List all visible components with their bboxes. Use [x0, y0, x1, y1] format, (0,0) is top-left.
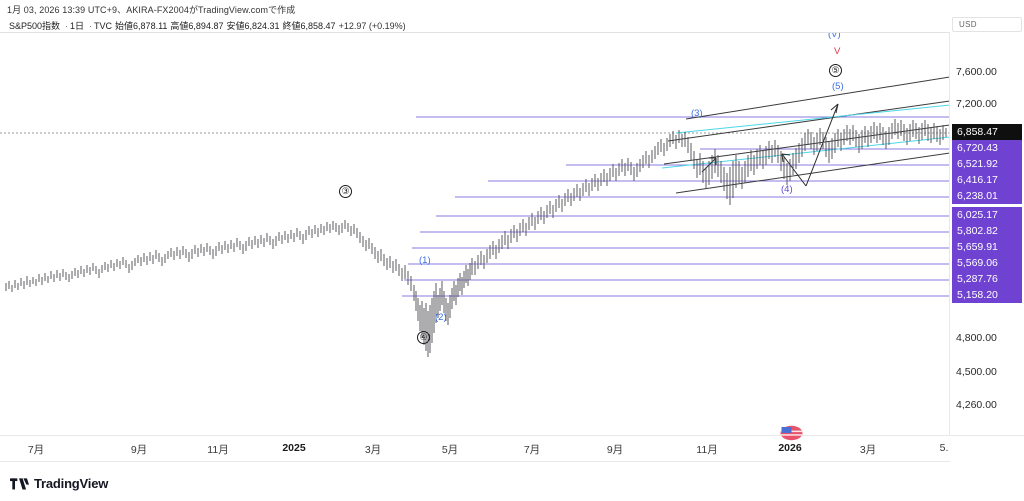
- currency-badge[interactable]: USD: [952, 17, 1022, 32]
- price-level-label[interactable]: 6,025.17: [952, 207, 1022, 223]
- ohlc-close: 終値6,858.47: [282, 21, 336, 31]
- time-scale[interactable]: 7月 9月 11月 2025 3月 5月 7月 9月 11月 2026 3月 5.: [0, 436, 950, 462]
- symbol-exchange: TVC: [94, 21, 113, 31]
- elliott-wave-label[interactable]: ④: [417, 331, 430, 344]
- time-axis-tick: 5.: [939, 442, 949, 454]
- elliott-wave-label[interactable]: (V): [828, 32, 841, 40]
- price-level-label[interactable]: 5,802.82: [952, 223, 1022, 239]
- price-axis-tick: 7,600.00: [956, 66, 997, 78]
- chart-plot-area[interactable]: (V) V ⑤ (5) (3) (4) ③ (1) (2) ④: [0, 32, 950, 436]
- currency-label: USD: [959, 20, 977, 29]
- price-axis-tick: 4,260.00: [956, 399, 997, 411]
- tradingview-logo[interactable]: TradingView: [10, 476, 108, 491]
- tradingview-mark-icon: [10, 477, 29, 489]
- price-level-label[interactable]: 6,720.43: [952, 140, 1022, 156]
- symbol-info-bar: S&P500指数 · 1日 · TVC 始値6,878.11 高値6,894.87 安値6,8…: [9, 19, 409, 32]
- elliott-wave-label[interactable]: (2): [435, 312, 447, 323]
- symbol-name[interactable]: S&P500指数: [9, 21, 61, 31]
- trend-channel-cyan: [661, 104, 949, 169]
- price-level-label[interactable]: 5,659.91: [952, 239, 1022, 255]
- time-axis-tick: 5月: [441, 444, 459, 456]
- time-axis-tick: 2025: [282, 442, 306, 454]
- price-axis-tick: 7,200.00: [956, 98, 997, 110]
- time-axis-tick: 7月: [27, 444, 45, 456]
- ohlc-open: 始値6,878.11: [115, 21, 168, 31]
- time-axis-tick: 3月: [859, 444, 877, 456]
- projection-arrow: [805, 103, 839, 187]
- separator-1: ·: [65, 21, 69, 31]
- time-axis-tick: 9月: [606, 444, 624, 456]
- ohlc-high: 高値6,894.87: [170, 21, 224, 31]
- price-level-label[interactable]: 6,416.17: [952, 172, 1022, 188]
- chart-canvas: [0, 76, 949, 357]
- price-series: [5, 119, 947, 357]
- elliott-wave-label[interactable]: ⑤: [829, 64, 842, 77]
- attribution-text: 1月 03, 2026 13:39 UTC+9、AKIRA-FX2004がTra…: [7, 5, 296, 15]
- price-change: +12.97 (+0.19%): [338, 21, 406, 31]
- time-axis-tick: 11月: [696, 444, 718, 456]
- price-level-label[interactable]: 5,158.20: [952, 287, 1022, 303]
- time-axis-tick: 9月: [130, 444, 148, 456]
- time-axis-tick: 3月: [364, 444, 382, 456]
- price-level-label[interactable]: 5,569.06: [952, 255, 1022, 271]
- price-level-label[interactable]: 6,238.01: [952, 188, 1022, 204]
- current-price-label[interactable]: 6,858.47: [952, 124, 1022, 140]
- tradingview-wordmark: TradingView: [34, 476, 109, 491]
- price-level-label[interactable]: 5,287.76: [952, 271, 1022, 287]
- elliott-wave-label[interactable]: (4): [781, 184, 793, 195]
- elliott-wave-label[interactable]: (1): [419, 255, 431, 266]
- elliott-wave-label[interactable]: (5): [832, 81, 844, 92]
- symbol-interval[interactable]: 1日: [70, 21, 85, 31]
- elliott-wave-label[interactable]: ③: [339, 185, 352, 198]
- level-lines: [402, 116, 949, 297]
- elliott-wave-label[interactable]: V: [834, 46, 841, 57]
- price-level-label[interactable]: 6,521.92: [952, 156, 1022, 172]
- wave-connector-arrow: [781, 153, 807, 187]
- time-axis-tick: 7月: [523, 444, 541, 456]
- elliott-wave-label[interactable]: (3): [691, 108, 703, 119]
- separator-2: ·: [89, 21, 93, 31]
- ohlc-low: 安値6,824.31: [226, 21, 280, 31]
- price-axis-tick: 4,800.00: [956, 332, 997, 344]
- time-axis-tick: 2026: [778, 442, 802, 454]
- us-flag-marker[interactable]: [779, 425, 804, 441]
- time-axis-tick: 11月: [207, 444, 229, 456]
- price-axis-tick: 4,500.00: [956, 366, 997, 378]
- price-scale[interactable]: 7,600.00 7,200.00 4,800.00 4,500.00 4,260.00…: [950, 32, 1024, 436]
